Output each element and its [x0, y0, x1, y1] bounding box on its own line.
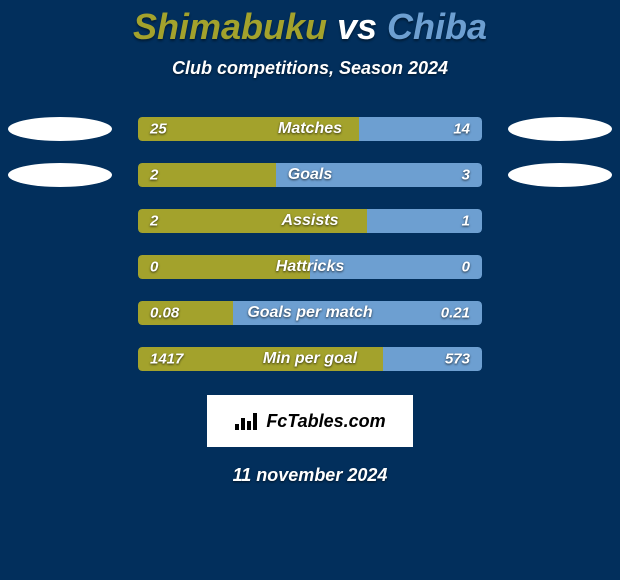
title-player2: Chiba: [387, 6, 487, 47]
stat-value-right: 14: [453, 121, 470, 138]
stat-value-left: 25: [150, 121, 167, 138]
stat-row: Goals per match 0.08 0.21: [0, 301, 620, 325]
stat-bar: Goals 2 3: [138, 163, 482, 187]
avatar-placeholder-left: [8, 117, 112, 141]
stat-value-right: 0: [462, 259, 470, 276]
stat-bar: Assists 2 1: [138, 209, 482, 233]
avatar-placeholder-left: [8, 163, 112, 187]
source-badge: FcTables.com: [207, 395, 413, 447]
stat-label: Assists: [282, 212, 339, 230]
stat-bar: Hattricks 0 0: [138, 255, 482, 279]
page-title: Shimabuku vs Chiba: [133, 6, 487, 48]
stat-label: Min per goal: [263, 350, 357, 368]
stat-value-left: 2: [150, 167, 158, 184]
stat-row: Assists 2 1: [0, 209, 620, 233]
stat-label: Hattricks: [276, 258, 344, 276]
stat-row: Min per goal 1417 573: [0, 347, 620, 371]
stat-row: Goals 2 3: [0, 163, 620, 187]
title-vs: vs: [327, 6, 387, 47]
stat-label: Matches: [278, 120, 342, 138]
stat-label: Goals: [288, 166, 332, 184]
stat-value-left: 0.08: [150, 305, 179, 322]
subtitle: Club competitions, Season 2024: [172, 58, 448, 79]
stat-bar: Min per goal 1417 573: [138, 347, 482, 371]
avatar-placeholder-right: [508, 163, 612, 187]
stat-rows: Matches 25 14 Goals 2 3 Assists 2 1 Hattricks 0 0 Go…: [0, 117, 620, 371]
stat-value-right: 0.21: [441, 305, 470, 322]
stat-value-left: 2: [150, 213, 158, 230]
stat-value-left: 1417: [150, 351, 183, 368]
stat-row: Matches 25 14: [0, 117, 620, 141]
stat-row: Hattricks 0 0: [0, 255, 620, 279]
stat-value-left: 0: [150, 259, 158, 276]
badge-text: FcTables.com: [266, 411, 385, 432]
stat-segment-left: [138, 163, 276, 187]
stat-label: Goals per match: [247, 304, 372, 322]
stat-value-right: 3: [462, 167, 470, 184]
stat-value-right: 573: [445, 351, 470, 368]
stat-bar: Matches 25 14: [138, 117, 482, 141]
title-player1: Shimabuku: [133, 6, 327, 47]
date-label: 11 november 2024: [233, 465, 388, 486]
stat-value-right: 1: [462, 213, 470, 230]
avatar-placeholder-right: [508, 117, 612, 141]
comparison-infographic: Shimabuku vs Chiba Club competitions, Se…: [0, 0, 620, 580]
stat-bar: Goals per match 0.08 0.21: [138, 301, 482, 325]
bars-icon: [234, 410, 260, 432]
